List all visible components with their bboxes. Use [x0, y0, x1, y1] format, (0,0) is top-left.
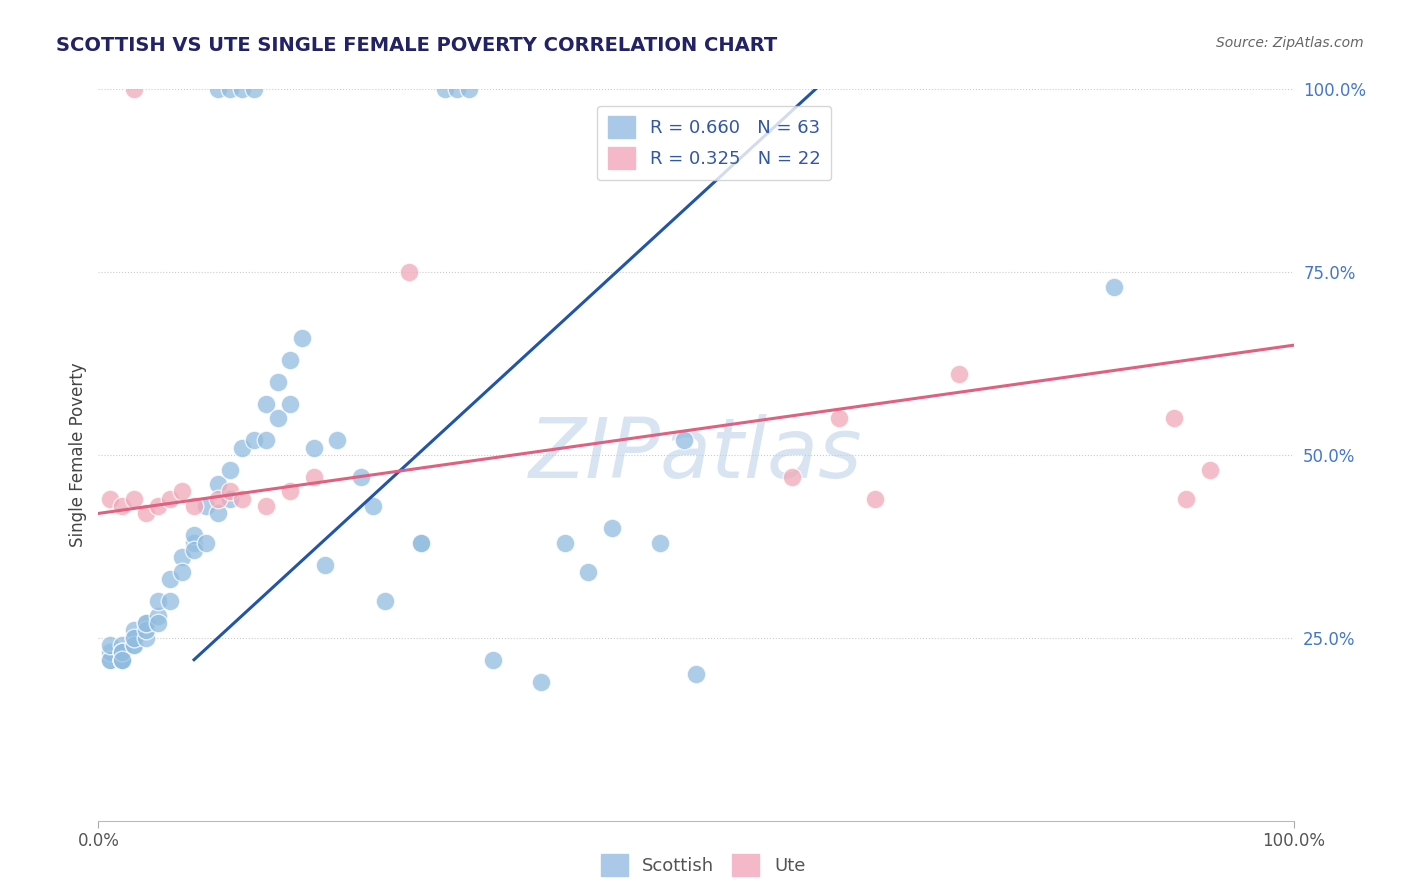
Point	[148, 594, 170, 608]
Point	[267, 375, 290, 389]
Legend: R = 0.660   N = 63, R = 0.325   N = 22: R = 0.660 N = 63, R = 0.325 N = 22	[598, 105, 831, 180]
Point	[98, 653, 122, 667]
Point	[219, 82, 242, 96]
Text: Source: ZipAtlas.com: Source: ZipAtlas.com	[1216, 36, 1364, 50]
Point	[948, 368, 970, 382]
Point	[124, 491, 146, 506]
Point	[315, 558, 337, 572]
Point	[148, 608, 170, 623]
Point	[278, 484, 301, 499]
Point	[124, 82, 146, 96]
Point	[446, 82, 468, 96]
Point	[207, 507, 229, 521]
Point	[865, 491, 887, 506]
Point	[111, 653, 134, 667]
Point	[124, 638, 146, 652]
Point	[172, 484, 194, 499]
Point	[148, 616, 170, 631]
Point	[207, 82, 229, 96]
Point	[243, 434, 266, 448]
Point	[98, 638, 122, 652]
Point	[111, 653, 134, 667]
Point	[183, 499, 205, 513]
Text: SCOTTISH VS UTE SINGLE FEMALE POVERTY CORRELATION CHART: SCOTTISH VS UTE SINGLE FEMALE POVERTY CO…	[56, 36, 778, 54]
Point	[780, 470, 803, 484]
Point	[135, 616, 157, 631]
Point	[159, 572, 181, 586]
Point	[1175, 491, 1198, 506]
Point	[135, 616, 157, 631]
Point	[411, 535, 433, 549]
Point	[481, 653, 505, 667]
Point	[135, 631, 157, 645]
Point	[183, 535, 205, 549]
Point	[673, 434, 696, 448]
Point	[111, 638, 134, 652]
Point	[243, 82, 266, 96]
Point	[172, 565, 194, 579]
Point	[124, 631, 146, 645]
Point	[302, 470, 325, 484]
Point	[685, 667, 707, 681]
Point	[374, 594, 396, 608]
Point	[98, 491, 122, 506]
Point	[124, 638, 146, 652]
Point	[254, 434, 277, 448]
Point	[111, 645, 134, 659]
Point	[434, 82, 457, 96]
Point	[207, 491, 229, 506]
Point	[1199, 462, 1222, 476]
Point	[159, 594, 181, 608]
Point	[111, 499, 134, 513]
Point	[1104, 279, 1126, 293]
Point	[411, 535, 433, 549]
Point	[124, 631, 146, 645]
Point	[219, 491, 242, 506]
Point	[111, 645, 134, 659]
Point	[195, 499, 218, 513]
Point	[602, 521, 624, 535]
Point	[135, 624, 157, 638]
Point	[219, 484, 242, 499]
Point	[183, 543, 205, 558]
Point	[554, 535, 576, 549]
Point	[326, 434, 349, 448]
Point	[530, 674, 553, 689]
Point	[350, 470, 373, 484]
Point	[219, 462, 242, 476]
Point	[254, 499, 277, 513]
Point	[183, 528, 205, 542]
Point	[231, 82, 253, 96]
Point	[291, 331, 314, 345]
Point	[828, 411, 851, 425]
Y-axis label: Single Female Poverty: Single Female Poverty	[69, 363, 87, 547]
Point	[195, 535, 218, 549]
Point	[148, 499, 170, 513]
Point	[111, 653, 134, 667]
Point	[135, 507, 157, 521]
Point	[111, 645, 134, 659]
Point	[98, 645, 122, 659]
Point	[278, 397, 301, 411]
Point	[124, 624, 146, 638]
Point	[159, 491, 181, 506]
Point	[458, 82, 481, 96]
Point	[111, 653, 134, 667]
Point	[302, 441, 325, 455]
Text: ZIPatlas: ZIPatlas	[529, 415, 863, 495]
Point	[398, 265, 420, 279]
Point	[278, 352, 301, 367]
Point	[172, 550, 194, 565]
Point	[648, 535, 672, 549]
Point	[231, 491, 253, 506]
Point	[363, 499, 385, 513]
Point	[578, 565, 600, 579]
Point	[231, 441, 253, 455]
Legend: Scottish, Ute: Scottish, Ute	[593, 847, 813, 883]
Point	[254, 397, 277, 411]
Point	[98, 653, 122, 667]
Point	[207, 477, 229, 491]
Point	[267, 411, 290, 425]
Point	[1163, 411, 1185, 425]
